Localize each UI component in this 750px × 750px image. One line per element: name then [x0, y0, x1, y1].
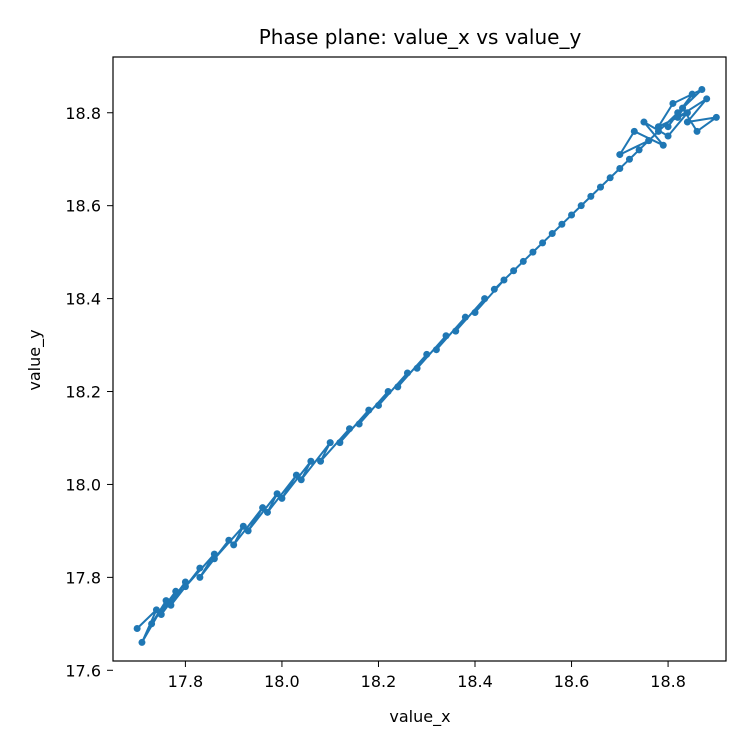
- y-tick-label: 18.6: [65, 197, 101, 216]
- data-point: [230, 541, 238, 549]
- data-point: [317, 457, 325, 465]
- data-point: [403, 369, 411, 377]
- y-tick-label: 17.6: [65, 661, 101, 680]
- y-tick-label: 18.4: [65, 290, 101, 309]
- x-tick-label: 18.4: [457, 672, 493, 691]
- data-point: [659, 141, 667, 149]
- x-tick-label: 18.0: [264, 672, 300, 691]
- data-point: [481, 295, 489, 303]
- x-axis-ticks: 17.8 18.0 18.2 18.4 18.6 18.8: [168, 661, 686, 691]
- data-point: [442, 332, 450, 340]
- data-point: [196, 573, 204, 581]
- data-point: [548, 230, 556, 238]
- data-point: [587, 192, 595, 200]
- x-tick-label: 18.2: [361, 672, 397, 691]
- data-point: [703, 95, 711, 103]
- y-tick-label: 18.2: [65, 383, 101, 402]
- data-point: [698, 86, 706, 94]
- data-point: [148, 620, 156, 628]
- data-point: [616, 165, 624, 173]
- data-point: [640, 118, 648, 126]
- data-point: [654, 123, 662, 131]
- data-point: [683, 118, 691, 126]
- data-point: [167, 601, 175, 609]
- data-point: [278, 494, 286, 502]
- data-point: [138, 638, 146, 646]
- data-point: [461, 313, 469, 321]
- data-point: [292, 471, 300, 479]
- data-point: [133, 624, 141, 632]
- data-point: [423, 350, 431, 358]
- data-point: [519, 257, 527, 265]
- data-point: [336, 439, 344, 447]
- data-point: [683, 109, 691, 117]
- data-point: [326, 439, 334, 447]
- plot-area-frame: [112, 56, 727, 662]
- data-point: [244, 527, 252, 535]
- data-point: [297, 476, 305, 484]
- x-axis-label: value_x: [389, 707, 450, 727]
- data-point: [172, 587, 180, 595]
- data-point: [645, 137, 653, 145]
- data-point: [693, 127, 701, 135]
- data-point: [630, 127, 638, 135]
- data-point: [239, 522, 247, 530]
- data-point: [606, 174, 614, 182]
- data-point: [616, 151, 624, 159]
- y-axis-label: value_y: [25, 329, 45, 390]
- data-point: [162, 597, 170, 605]
- x-tick-label: 17.8: [168, 672, 204, 691]
- series-line: [136, 88, 718, 644]
- data-point: [490, 285, 498, 293]
- x-tick-label: 18.8: [650, 672, 686, 691]
- data-point: [597, 183, 605, 191]
- data-point: [374, 401, 382, 409]
- data-point: [225, 536, 233, 544]
- data-point: [500, 276, 508, 284]
- data-point: [355, 420, 363, 428]
- data-point: [669, 99, 677, 107]
- data-point: [273, 490, 281, 498]
- data-point: [529, 248, 537, 256]
- data-point: [635, 146, 643, 154]
- data-point: [365, 406, 373, 414]
- data-point: [432, 346, 440, 354]
- data-point: [688, 90, 696, 98]
- data-point: [539, 239, 547, 247]
- data-point: [384, 388, 392, 396]
- y-axis-ticks: 17.6 17.8 18.0 18.2 18.4 18.6 18.8: [65, 104, 113, 680]
- data-point: [625, 155, 633, 163]
- y-tick-label: 18.0: [65, 475, 101, 494]
- data-point: [712, 113, 720, 121]
- data-point: [152, 606, 160, 614]
- data-point: [664, 123, 672, 131]
- y-tick-label: 18.8: [65, 104, 101, 123]
- x-tick-label: 18.6: [554, 672, 590, 691]
- data-point: [577, 202, 585, 210]
- data-point: [664, 132, 672, 140]
- y-tick-label: 17.8: [65, 568, 101, 587]
- data-point: [394, 383, 402, 391]
- data-point: [196, 564, 204, 572]
- data-point: [263, 508, 271, 516]
- data-point: [210, 555, 218, 563]
- series-layer: [133, 86, 720, 646]
- data-point: [307, 457, 315, 465]
- chart-title: Phase plane: value_x vs value_y: [259, 25, 582, 49]
- data-point: [346, 425, 354, 433]
- data-point: [471, 309, 479, 317]
- data-point: [568, 211, 576, 219]
- data-point: [413, 364, 421, 372]
- data-point: [674, 113, 682, 121]
- data-point: [558, 220, 566, 228]
- data-point: [259, 504, 267, 512]
- data-point: [157, 611, 165, 619]
- data-point: [181, 583, 189, 591]
- data-point: [679, 104, 687, 112]
- data-point: [510, 267, 518, 275]
- data-point: [452, 327, 460, 335]
